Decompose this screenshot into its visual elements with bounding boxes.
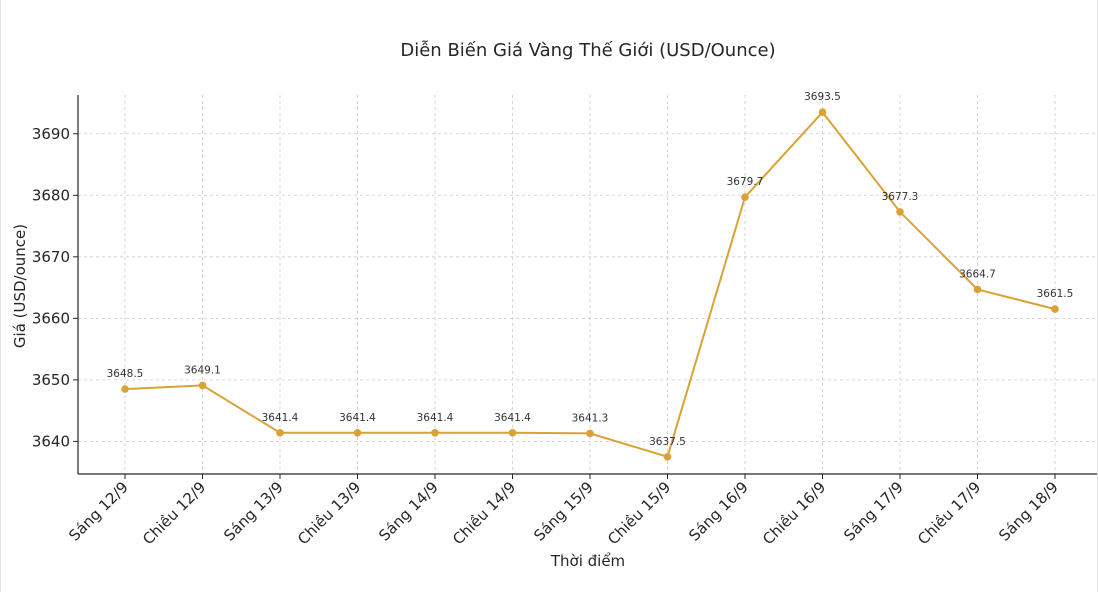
x-tick-label: Chiều 16/9 (759, 478, 829, 548)
x-tick-label: Sáng 16/9 (685, 478, 752, 545)
y-axis-label: Giá (USD/ounce) (11, 224, 29, 348)
x-tick-label: Sáng 15/9 (530, 478, 597, 545)
y-tick-label: 3690 (32, 125, 70, 143)
axes (77, 95, 1097, 475)
data-point (431, 428, 439, 437)
data-label: 3693.5 (804, 91, 841, 103)
chart-title: Diễn Biến Giá Vàng Thế Giới (USD/Ounce) (400, 40, 775, 61)
data-point (586, 429, 594, 438)
y-tick-label: 3640 (32, 432, 70, 450)
y-tick-label: 3660 (32, 309, 70, 327)
x-tick-label: Chiều 17/9 (914, 478, 984, 548)
data-label: 3679.7 (727, 176, 764, 188)
x-tick-label: Chiều 14/9 (449, 478, 519, 548)
data-point (663, 452, 672, 461)
data-label: 3641.4 (494, 412, 531, 424)
data-label: 3649.1 (184, 364, 221, 376)
data-label: 3641.4 (417, 412, 454, 424)
y-axis-ticks: 3640 3650 3660 3670 3680 3690 (32, 125, 78, 450)
series (121, 108, 1059, 461)
x-tick-label: Sáng 13/9 (220, 478, 287, 545)
x-tick-label: Chiều 12/9 (139, 478, 209, 548)
grid-lines (78, 95, 1097, 474)
data-label: 3664.7 (959, 268, 996, 280)
data-label: 3677.3 (882, 191, 919, 203)
data-label: 3641.4 (262, 412, 299, 424)
data-point (508, 428, 517, 437)
x-tick-label: Sáng 18/9 (995, 478, 1062, 545)
x-tick-label: Chiều 15/9 (604, 478, 674, 548)
data-point (818, 108, 827, 117)
x-tick-label: Sáng 17/9 (840, 478, 907, 545)
data-point (121, 385, 129, 393)
x-axis-ticks: Sáng 12/9 Chiều 12/9 Sáng 13/9 Chiều 13/9 Sá… (65, 474, 1062, 548)
y-tick-label: 3670 (32, 248, 70, 266)
data-label: 3648.5 (107, 368, 144, 380)
data-point (896, 208, 904, 216)
data-label: 3641.4 (339, 412, 376, 424)
x-tick-label: Chiều 13/9 (294, 478, 364, 548)
x-tick-label: Sáng 12/9 (65, 478, 132, 545)
data-point (973, 285, 982, 294)
x-axis-label: Thời điểm (550, 552, 625, 570)
y-tick-label: 3680 (32, 186, 70, 204)
data-point (276, 428, 284, 437)
data-point (353, 428, 362, 437)
data-labels: 3648.5 3649.1 3641.4 3641.4 3641.4 3641.4 3641… (107, 91, 1074, 448)
data-point (741, 193, 749, 201)
y-tick-label: 3650 (32, 371, 70, 389)
x-tick-label: Sáng 14/9 (375, 478, 442, 545)
data-point (1051, 305, 1059, 313)
data-label: 3641.3 (572, 412, 609, 424)
data-label: 3637.5 (649, 436, 686, 448)
data-point (198, 381, 207, 390)
data-label: 3661.5 (1037, 288, 1074, 300)
